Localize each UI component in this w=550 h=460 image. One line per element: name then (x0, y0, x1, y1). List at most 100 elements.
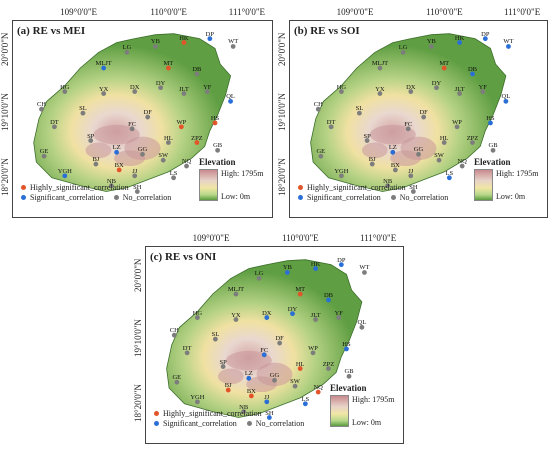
station-label: JJ (132, 167, 138, 175)
station-label: HK (179, 34, 189, 42)
station-marker (410, 189, 416, 194)
station-label: MT (295, 285, 306, 293)
station-marker (503, 98, 509, 104)
panel-title: (c) RE vs ONI (150, 251, 217, 263)
station-label: BX (114, 161, 124, 169)
longitude-tick-label: 110°0'0"E (282, 233, 319, 243)
significant-dot-icon (298, 194, 303, 200)
station-label: BJ (368, 156, 376, 164)
mountain-area (246, 376, 278, 393)
longitude-tick-label: 109°0'0"E (192, 233, 230, 243)
station-label: JJ (408, 167, 414, 175)
station-label: BJ (224, 382, 232, 390)
longitude-tick-label: 111°0'0"E (503, 7, 541, 17)
station-marker (181, 40, 187, 45)
station-marker (408, 89, 414, 94)
station-label: GG (269, 372, 280, 380)
station-marker (359, 324, 365, 330)
station-label: MLJT (227, 285, 245, 293)
station-label: DF (143, 108, 152, 116)
station-label: YF (334, 309, 343, 317)
station-marker (313, 266, 319, 271)
station-label: SW (290, 378, 300, 386)
latitude-tick-label: 18°20'0"N (277, 158, 287, 197)
station-marker (392, 167, 398, 173)
station-marker (346, 373, 352, 379)
station-marker (184, 163, 189, 169)
mountain-area (85, 142, 112, 159)
panel-title: (a) RE vs MEI (17, 25, 86, 37)
station-label: YF (478, 83, 487, 91)
mountain-area (369, 124, 416, 145)
station-label: LG (398, 44, 408, 52)
station-label: DB (467, 65, 477, 73)
station-label: GE (172, 374, 182, 382)
station-label: SH (409, 183, 418, 191)
station-marker (41, 153, 47, 159)
station-label: WT (228, 38, 239, 46)
station-marker (400, 49, 406, 55)
hainan-island-map (33, 33, 236, 194)
mountain-area (390, 150, 422, 167)
station-marker (184, 350, 190, 356)
station-label: CH (313, 101, 323, 109)
station-label: HL (164, 134, 173, 142)
station-marker (194, 140, 200, 145)
longitude-tick-label: 109°0'0"E (60, 7, 97, 17)
legend-row: Significant_correlation No_correlation (298, 192, 448, 202)
station-marker (204, 89, 210, 94)
island-terrain (310, 33, 507, 192)
station-marker (140, 151, 145, 157)
station-marker (116, 167, 122, 173)
station-marker (195, 399, 200, 405)
elevation-legend-title: Elevation (330, 383, 367, 393)
station-marker (310, 350, 316, 356)
station-marker (233, 291, 239, 297)
station-label: DX (262, 309, 272, 317)
station-label: SW (434, 152, 444, 160)
elevation-legend: Elevation High: 1795m Low: 0m (199, 157, 263, 201)
hainan-island-map (166, 259, 367, 420)
station-marker (339, 173, 344, 179)
station-label: SW (158, 152, 169, 160)
significant-label: Significant_correlation (30, 192, 104, 202)
station-label: LS (445, 169, 454, 177)
highly-significant-label: Highly_significant_correlation (307, 182, 406, 192)
island-terrain (33, 33, 232, 192)
station-label: HK (454, 34, 465, 42)
station-label: DB (323, 291, 333, 299)
station-label: GG (137, 146, 148, 154)
significant-dot-icon (21, 194, 26, 200)
station-marker (488, 120, 493, 126)
station-label: WT (359, 264, 370, 272)
elevation-high-label: High: 1795m (352, 395, 395, 404)
station-marker (362, 270, 367, 275)
elevation-legend-title: Elevation (199, 157, 236, 167)
station-marker (246, 375, 252, 381)
station-label: LZ (244, 370, 253, 378)
station-label: JLT (454, 85, 465, 93)
station-label: SH (133, 183, 142, 191)
station-label: SL (211, 331, 220, 339)
station-label: MT (439, 59, 450, 67)
station-label: LZ (112, 144, 121, 152)
highly-significant-dot-icon (154, 410, 159, 416)
station-label: DF (275, 334, 284, 342)
elevation-legend: Elevation High: 1795m Low: 0m (330, 383, 394, 427)
station-label: SP (363, 132, 371, 140)
station-label: QL (501, 93, 511, 101)
station-marker (364, 138, 370, 143)
station-label: DT (326, 118, 336, 126)
highly-significant-dot-icon (21, 184, 26, 190)
station-marker (233, 317, 239, 322)
station-label: HG (60, 83, 70, 91)
station-marker (326, 366, 331, 371)
station-label: JLT (310, 311, 321, 319)
station-marker (132, 173, 138, 179)
station-marker (290, 311, 295, 317)
station-marker (356, 110, 362, 116)
station-marker (405, 126, 411, 132)
legend-row: Significant_correlation No_correlation (21, 192, 171, 202)
station-label: GB (488, 142, 498, 150)
station-marker (284, 270, 290, 275)
